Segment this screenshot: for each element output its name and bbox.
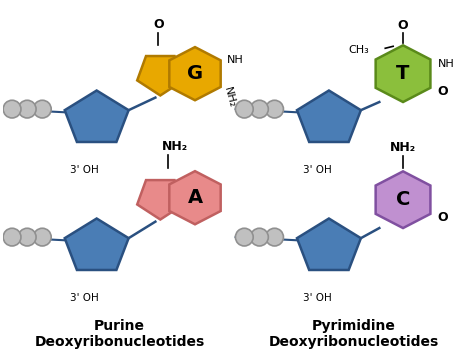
- Polygon shape: [65, 91, 128, 142]
- Text: O: O: [398, 18, 408, 31]
- Polygon shape: [169, 171, 221, 224]
- Text: NH: NH: [438, 59, 455, 69]
- Text: T: T: [396, 64, 410, 83]
- Text: O: O: [438, 85, 448, 98]
- Text: NH: NH: [227, 55, 243, 65]
- Polygon shape: [297, 91, 361, 142]
- Circle shape: [33, 228, 51, 246]
- Circle shape: [265, 100, 283, 118]
- Text: 3' OH: 3' OH: [303, 165, 331, 175]
- Text: NH₂: NH₂: [390, 141, 416, 154]
- Text: 3' OH: 3' OH: [71, 293, 99, 303]
- Polygon shape: [137, 56, 183, 95]
- Text: A: A: [187, 188, 202, 207]
- Text: 3' OH: 3' OH: [71, 165, 99, 175]
- Circle shape: [236, 100, 253, 118]
- Text: O: O: [153, 18, 164, 31]
- Polygon shape: [375, 171, 430, 228]
- Circle shape: [236, 228, 253, 246]
- Polygon shape: [137, 180, 183, 219]
- Text: C: C: [396, 190, 410, 209]
- Polygon shape: [169, 47, 221, 100]
- Text: G: G: [187, 64, 203, 83]
- Text: CH₃: CH₃: [349, 45, 369, 55]
- Text: 3' OH: 3' OH: [303, 293, 331, 303]
- Text: O: O: [438, 211, 448, 224]
- Polygon shape: [65, 218, 128, 270]
- Circle shape: [18, 100, 36, 118]
- Circle shape: [251, 228, 268, 246]
- Circle shape: [265, 228, 283, 246]
- Text: Purine
Deoxyribonucleotides: Purine Deoxyribonucleotides: [34, 318, 204, 349]
- Polygon shape: [375, 45, 430, 102]
- Text: NH₂: NH₂: [162, 140, 188, 153]
- Text: Pyrimidine
Deoxyribonucleotides: Pyrimidine Deoxyribonucleotides: [268, 318, 439, 349]
- Circle shape: [3, 100, 21, 118]
- Polygon shape: [297, 218, 361, 270]
- Circle shape: [33, 100, 51, 118]
- Circle shape: [251, 100, 268, 118]
- Circle shape: [18, 228, 36, 246]
- Circle shape: [3, 228, 21, 246]
- Text: NH₂: NH₂: [222, 86, 237, 109]
